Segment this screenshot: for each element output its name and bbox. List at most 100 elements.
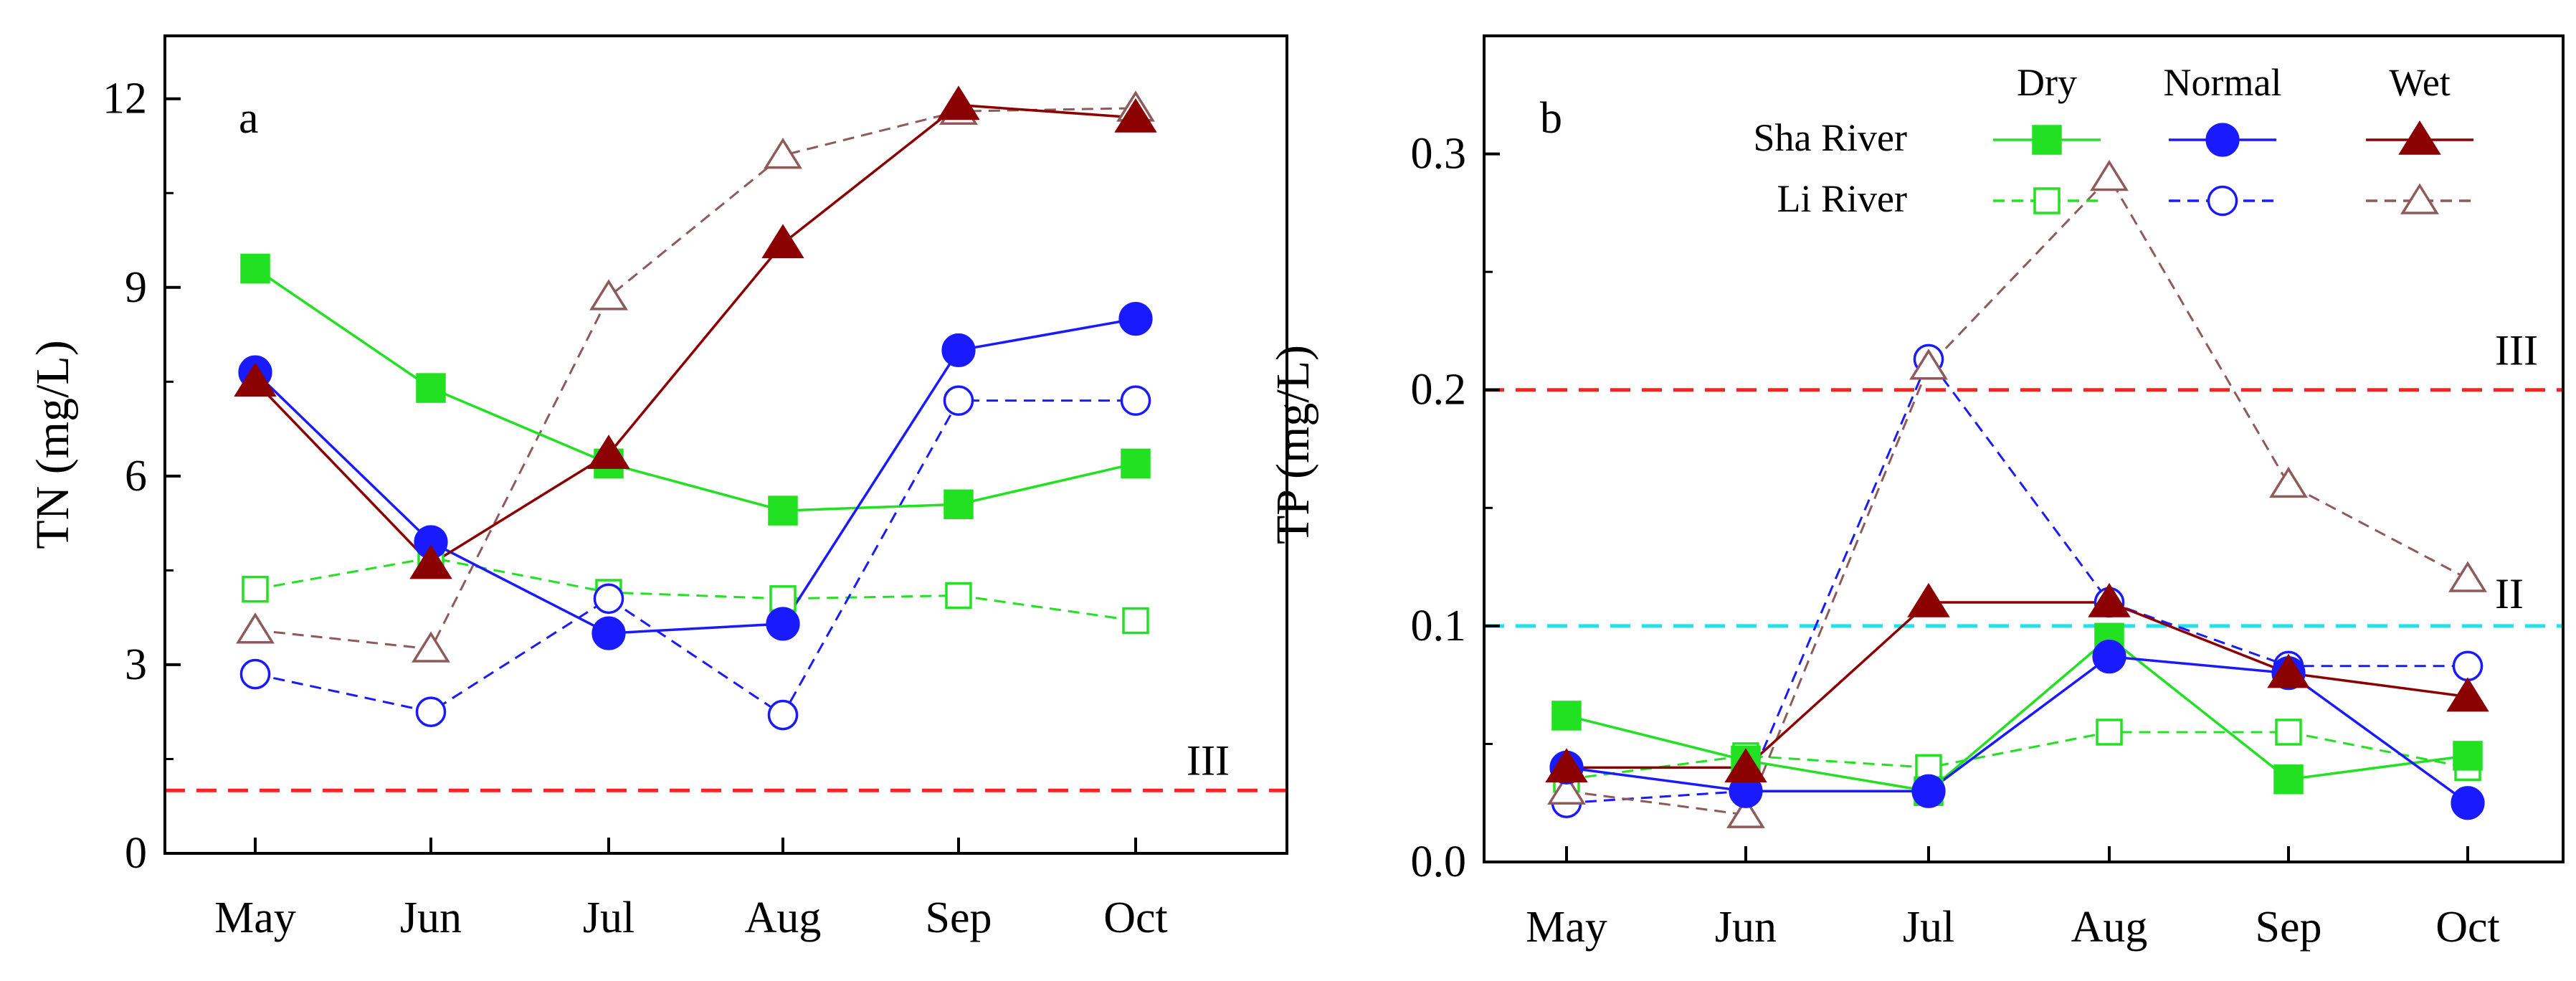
panel-b-point-li-river-normal-oct: [2452, 650, 2484, 682]
panel-b-point-li-river-wet-jun: [1726, 797, 1765, 828]
panel-b-line-li-river-wet: [1566, 176, 2468, 816]
legend-marker-sha-river-wet: [2398, 120, 2441, 155]
panel-a-point-li-river-normal-aug: [767, 699, 799, 731]
legend-keys: [1993, 120, 2473, 217]
panel-b-line-sha-river-dry: [1566, 636, 2468, 793]
panel-a-tag: a: [239, 94, 259, 143]
panel-a-point-li-river-wet-aug: [764, 138, 802, 169]
panel-a-point-li-river-wet-jun: [412, 631, 450, 663]
panel-a-point-li-river-normal-sep: [943, 385, 974, 416]
panel-a-point-sha-river-normal-oct: [1118, 302, 1153, 336]
panel-a-point-li-river-wet-may: [236, 612, 275, 644]
panel-a-point-sha-river-wet-oct: [1114, 98, 1157, 133]
panel-b-y-tick-label: 0.2: [1411, 366, 1467, 414]
panel-a-y-tick-label: 12: [103, 75, 147, 123]
legend-column-dry: Dry: [2017, 61, 2077, 104]
panel-a-point-sha-river-dry-aug: [768, 496, 798, 526]
legend-column-normal: Normal: [2164, 61, 2282, 104]
panel-a-point-li-river-normal-may: [239, 658, 271, 690]
panel-b-x-tick-label-jun: Jun: [1715, 903, 1777, 952]
panel-b-series-lines: [1566, 176, 2469, 816]
panel-a-x-tick-label-sep: Sep: [926, 894, 992, 942]
panel-a-y-tick-label: 3: [125, 640, 147, 689]
panel-b-point-sha-river-normal-oct: [2451, 786, 2485, 820]
panel-a-x-tick-label-aug: Aug: [745, 894, 822, 942]
panel-a-reference-lines: III: [165, 736, 1287, 792]
panel-a-x-tick-label-oct: Oct: [1103, 894, 1168, 942]
panel-b-tag: b: [1540, 94, 1562, 143]
panel-a-point-li-river-dry-may: [242, 575, 269, 603]
panel-b-point-li-river-wet-oct: [2448, 561, 2487, 592]
panel-a-point-li-river-wet-jul: [589, 279, 628, 311]
panel-a-point-li-river-normal-oct: [1120, 385, 1151, 416]
panel-b-point-li-river-dry-sep: [2275, 719, 2302, 746]
panel-a-x-ticks: May Jun Jul Aug Sep Oct: [214, 838, 1168, 942]
panel-a-line-sha-river-normal: [254, 317, 1136, 635]
panel-b-point-sha-river-wet-aug: [2088, 582, 2131, 617]
panel-a-point-sha-river-dry-sep: [944, 489, 974, 520]
panel-a-point-sha-river-wet-sep: [937, 85, 980, 120]
panel-a-series-lines: [254, 103, 1136, 717]
panel-b-x-tick-label-jul: Jul: [1903, 903, 1954, 952]
panel-a-y-tick-label: 0: [125, 829, 147, 878]
panel-a-chart: III 0 3 6 9 12 May Jun Jul Aug Sep Oct a TN (mg/L…: [27, 34, 1288, 942]
panel-b-point-sha-river-dry-may: [1551, 701, 1582, 731]
panel-b-point-sha-river-wet-may: [1545, 748, 1588, 783]
panel-a-point-sha-river-dry-may: [240, 253, 270, 284]
panel-a-x-tick-label-jul: Jul: [583, 894, 635, 942]
panel-b-y-tick-label: 0.0: [1411, 838, 1467, 886]
panel-a-point-sha-river-wet-jun: [409, 544, 452, 579]
legend: Dry Normal Wet Sha River Li River: [1754, 61, 2473, 220]
panel-b-x-ticks: May Jun Jul Aug Sep Oct: [1526, 846, 2500, 952]
panel-b-point-li-river-wet-aug: [2090, 159, 2129, 191]
panel-a-line-sha-river-wet: [254, 103, 1136, 566]
panel-a-point-sha-river-normal-sep: [941, 333, 976, 368]
panel-a-point-li-river-normal-jun: [415, 696, 447, 727]
panel-b-reference-label-III: III: [2495, 327, 2538, 374]
panel-b-point-sha-river-wet-oct: [2446, 677, 2489, 712]
legend-marker-li-river-normal: [2207, 185, 2238, 217]
panel-b-point-li-river-dry-aug: [2096, 719, 2123, 746]
panel-a-line-sha-river-dry: [255, 267, 1136, 512]
panel-a-point-sha-river-normal-aug: [766, 607, 800, 641]
panel-a-point-sha-river-normal-jul: [591, 616, 626, 650]
panel-b-line-li-river-normal: [1566, 356, 2468, 805]
panel-b-line-sha-river-wet: [1567, 601, 2468, 769]
legend-marker-li-river-dry: [2033, 187, 2061, 214]
panel-b-point-sha-river-wet-jun: [1724, 748, 1767, 783]
panel-a-y-ticks: 0 3 6 9 12: [103, 75, 181, 878]
panel-b-x-tick-label-may: May: [1526, 903, 1607, 952]
panel-a-point-sha-river-wet-aug: [761, 224, 804, 259]
panel-b-point-sha-river-normal-aug: [2092, 640, 2126, 674]
legend-marker-sha-river-dry: [2032, 125, 2062, 155]
panel-b-y-tick-label: 0.1: [1411, 602, 1467, 650]
panel-a-reference-label-III: III: [1187, 736, 1230, 784]
legend-marker-li-river-wet: [2400, 183, 2439, 214]
panel-b-point-sha-river-dry-oct: [2453, 741, 2483, 771]
panel-a-point-li-river-dry-oct: [1122, 607, 1149, 635]
panel-b-x-tick-label-oct: Oct: [2435, 903, 2500, 952]
panel-a-point-sha-river-dry-oct: [1121, 448, 1151, 479]
panel-a-line-li-river-dry: [255, 556, 1136, 622]
panel-a-x-tick-label-may: May: [214, 894, 296, 942]
panel-b-y-tick-label: 0.3: [1411, 130, 1467, 179]
panel-b-markers: [1545, 159, 2489, 828]
panel-b-x-tick-label-aug: Aug: [2071, 903, 2148, 952]
panel-a-point-sha-river-dry-jun: [416, 373, 446, 403]
panel-a-markers: [234, 85, 1157, 731]
panel-a-point-li-river-dry-sep: [945, 582, 972, 610]
panel-b-point-li-river-wet-sep: [2269, 466, 2308, 498]
panel-a-x-tick-label-jun: Jun: [400, 894, 462, 942]
panel-b-x-tick-label-sep: Sep: [2256, 903, 2322, 952]
panel-b-reference-label-II: II: [2495, 570, 2524, 617]
legend-row-li-river: Li River: [1777, 177, 1907, 220]
panel-b-point-li-river-wet-may: [1547, 773, 1586, 805]
legend-row-sha-river: Sha River: [1754, 116, 1907, 159]
panel-a-line-li-river-wet: [255, 107, 1136, 650]
panel-b-line-li-river-dry: [1566, 731, 2468, 781]
panel-b-y-ticks: 0.0 0.1 0.2 0.3: [1411, 130, 1500, 886]
panel-a-point-li-river-normal-jul: [593, 583, 624, 615]
